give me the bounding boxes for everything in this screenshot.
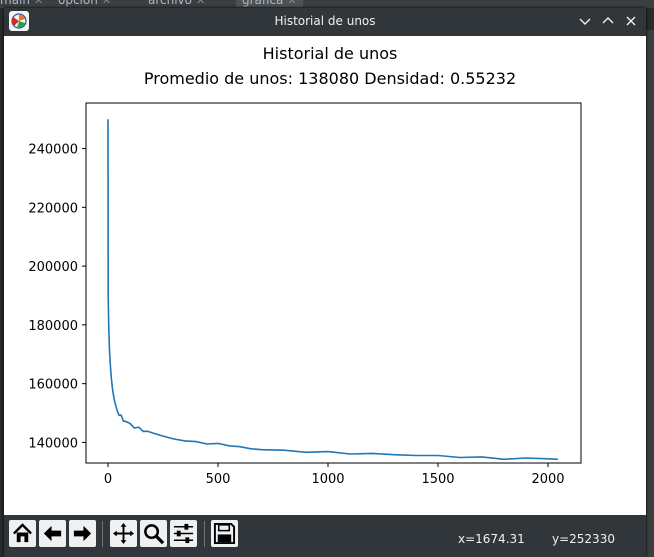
ide-tab-opcion[interactable]: opcion ✕ [58,0,111,7]
back-button[interactable] [39,520,66,547]
close-button[interactable] [621,11,641,31]
save-icon [213,522,236,545]
zoom-button[interactable] [140,520,167,547]
x-tick-label: 1500 [421,472,454,487]
close-icon[interactable]: ✕ [196,0,206,7]
series-line [107,119,558,461]
pan-button[interactable] [110,520,137,547]
window-title: Historial de unos [274,14,376,28]
maximize-button[interactable] [598,11,618,31]
app-icon [9,11,29,31]
y-tick-label: 160000 [28,378,78,393]
x-tick-label: 1000 [311,472,344,487]
forward-button[interactable] [69,520,96,547]
y-tick-label: 220000 [28,201,78,216]
background-ide-side [644,30,654,557]
line-chart[interactable]: 0 500 1000 1500 2000 140000 160000 180000 20000… [4,36,646,515]
ide-tab-grafica[interactable]: grafica ✕ [236,0,303,7]
cursor-x-readout: x=1674.31 [458,532,525,546]
home-button[interactable] [9,520,36,547]
y-tick-label: 240000 [28,143,78,158]
close-icon [626,16,636,26]
home-icon [13,523,32,543]
cursor-y-readout: y=252330 [552,532,615,546]
navigation-toolbar: x=1674.31 y=252330 [4,515,646,557]
close-icon[interactable]: ✕ [33,0,44,7]
y-tick-label: 180000 [28,319,78,334]
ide-tab-label: archivo [148,0,193,7]
configure-icon [173,523,194,544]
toolbar-separator [102,521,103,547]
close-icon[interactable]: ✕ [101,0,112,7]
back-icon [43,525,62,542]
background-ide-tabs: main ✕ opcion ✕ archivo ✕ grafica ✕ [0,0,654,8]
plot-window: Historial de unos Historial de unos Prom… [4,8,646,557]
configure-subplots-button[interactable] [170,520,197,547]
x-tick-label: 2000 [531,472,564,487]
x-tick-label: 500 [206,472,231,487]
chart-subtitle: Promedio de unos: 138080 Densidad: 0.552… [143,69,517,88]
close-icon[interactable]: ✕ [287,0,297,7]
toolbar-separator [204,521,205,547]
chevron-down-icon [579,18,591,25]
ide-tab-main[interactable]: main ✕ [0,0,43,7]
pan-icon [112,522,135,545]
ide-tab-archivo[interactable]: archivo ✕ [148,0,205,7]
x-tick-label: 0 [104,472,112,487]
ide-tab-label: opcion [58,0,98,7]
chart-title: Historial de unos [262,44,398,63]
axes-frame [85,102,582,464]
zoom-icon [144,524,165,545]
y-tick-label: 140000 [28,436,78,451]
window-titlebar[interactable]: Historial de unos [4,8,646,36]
chevron-up-icon [602,17,614,24]
ide-tab-label: main [0,0,30,7]
x-axis: 0 500 1000 1500 2000 [104,463,565,487]
figure-canvas[interactable]: Historial de unos Promedio de unos: 1380… [4,36,646,515]
save-button[interactable] [211,520,238,547]
y-axis: 140000 160000 180000 200000 220000 240000 [28,143,86,451]
ide-tab-label: grafica [242,0,284,7]
minimize-button[interactable] [575,11,595,31]
forward-icon [73,525,92,542]
y-tick-label: 200000 [28,260,78,275]
